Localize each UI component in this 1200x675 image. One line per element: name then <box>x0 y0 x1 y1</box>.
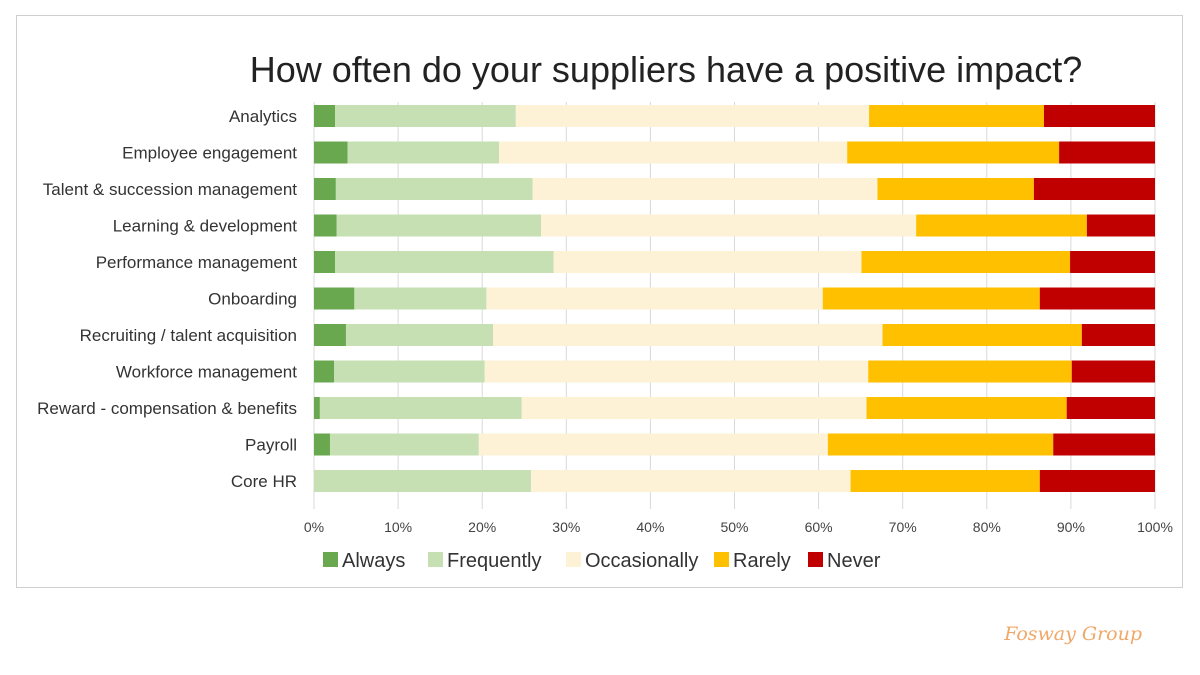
bar-segment-frequently <box>336 214 542 237</box>
bars <box>314 105 1155 492</box>
bar-segment-always <box>314 105 336 127</box>
bar-segment-rarely <box>877 178 1034 200</box>
bar-segment-frequently <box>354 287 487 310</box>
bar-segment-rarely <box>866 397 1067 419</box>
bar-segment-never <box>1071 360 1155 383</box>
category-label: Employee engagement <box>122 144 297 163</box>
bar-segment-always <box>314 178 336 200</box>
bar-segment-never <box>1059 141 1155 164</box>
category-label: Workforce management <box>116 363 297 382</box>
bar-segment-always <box>314 141 348 164</box>
bar-segment-rarely <box>916 214 1087 237</box>
bar-segment-always <box>314 287 355 310</box>
bar-segment-frequently <box>335 251 554 273</box>
bar-segment-frequently <box>335 178 533 200</box>
bar-segment-never <box>1039 287 1155 310</box>
x-tick-label: 80% <box>973 519 1001 535</box>
bar-segment-occasionally <box>532 178 878 200</box>
bar-segment-occasionally <box>541 214 917 237</box>
bar-segment-rarely <box>861 251 1071 273</box>
bar-segment-occasionally <box>515 105 870 127</box>
bar-segment-frequently <box>334 360 485 383</box>
category-label: Learning & development <box>113 217 298 236</box>
bar-segment-never <box>1043 105 1155 127</box>
bar-segment-rarely <box>868 360 1072 383</box>
legend-swatch-rarely <box>714 552 729 567</box>
legend: Always Frequently Occasionally Rarely Never <box>323 550 881 572</box>
x-tick-label: 100% <box>1137 519 1173 535</box>
legend-label: Rarely <box>733 550 791 572</box>
legend-label: Frequently <box>447 550 542 572</box>
x-tick-label: 50% <box>720 519 748 535</box>
x-tick-label: 0% <box>304 519 324 535</box>
x-tick-label: 70% <box>889 519 917 535</box>
bar-segment-occasionally <box>521 397 867 419</box>
x-tick-label: 10% <box>384 519 412 535</box>
bar-segment-always <box>314 360 335 383</box>
bar-segment-occasionally <box>484 360 869 383</box>
x-tick-label: 40% <box>636 519 664 535</box>
legend-swatch-never <box>808 552 823 567</box>
bar-segment-occasionally <box>530 470 851 492</box>
category-labels: Analytics Employee engagement Talent & suc… <box>37 107 297 491</box>
bar-segment-rarely <box>850 470 1040 492</box>
category-label: Onboarding <box>208 290 297 309</box>
category-label: Recruiting / talent acquisition <box>80 326 297 345</box>
bar-segment-always <box>314 251 336 273</box>
legend-label: Occasionally <box>585 550 698 572</box>
legend-label: Always <box>342 550 405 572</box>
bar-segment-always <box>314 397 320 419</box>
category-label: Talent & succession management <box>43 180 297 199</box>
chart-svg: How often do your suppliers have a posit… <box>37 49 1173 572</box>
bar-segment-rarely <box>882 324 1082 346</box>
bar-segment-rarely <box>827 433 1054 456</box>
legend-swatch-frequently <box>428 552 443 567</box>
bar-segment-always <box>314 324 346 346</box>
bar-segment-frequently <box>319 397 522 419</box>
bar-segment-rarely <box>847 141 1060 164</box>
bar-segment-occasionally <box>493 324 883 346</box>
bar-segment-rarely <box>869 105 1044 127</box>
category-label: Payroll <box>245 436 297 455</box>
x-axis-tick-labels: 0% 10% 20% 30% 40% 50% 60% 70% 80% 90% 100% <box>304 519 1173 535</box>
legend-swatch-always <box>323 552 338 567</box>
bar-segment-frequently <box>314 470 531 492</box>
bar-segment-occasionally <box>499 141 848 164</box>
category-label: Analytics <box>229 107 297 126</box>
bar-segment-occasionally <box>478 433 828 456</box>
x-tick-label: 20% <box>468 519 496 535</box>
bar-segment-never <box>1070 251 1155 273</box>
chart-title: How often do your suppliers have a posit… <box>250 49 1082 90</box>
legend-swatch-occasionally <box>566 552 581 567</box>
footer-brand: Fosway Group <box>1004 623 1142 645</box>
bar-segment-frequently <box>335 105 516 127</box>
bar-segment-frequently <box>347 141 500 164</box>
bar-segment-rarely <box>822 287 1040 310</box>
bar-segment-never <box>1066 397 1155 419</box>
category-label: Performance management <box>96 253 298 272</box>
bar-segment-never <box>1039 470 1155 492</box>
bar-segment-frequently <box>329 433 479 456</box>
bar-segment-always <box>314 433 330 456</box>
category-label: Reward - compensation & benefits <box>37 399 297 418</box>
bar-segment-occasionally <box>553 251 862 273</box>
bar-segment-never <box>1086 214 1155 237</box>
bar-segment-frequently <box>345 324 494 346</box>
bar-segment-never <box>1053 433 1155 456</box>
chart-frame: How often do your suppliers have a posit… <box>16 15 1183 588</box>
x-tick-label: 90% <box>1057 519 1085 535</box>
bar-segment-never <box>1081 324 1155 346</box>
bar-segment-never <box>1033 178 1155 200</box>
bar-segment-always <box>314 214 337 237</box>
category-label: Core HR <box>231 472 297 491</box>
x-tick-label: 60% <box>805 519 833 535</box>
x-tick-label: 30% <box>552 519 580 535</box>
bar-segment-occasionally <box>486 287 823 310</box>
legend-label: Never <box>827 550 881 572</box>
